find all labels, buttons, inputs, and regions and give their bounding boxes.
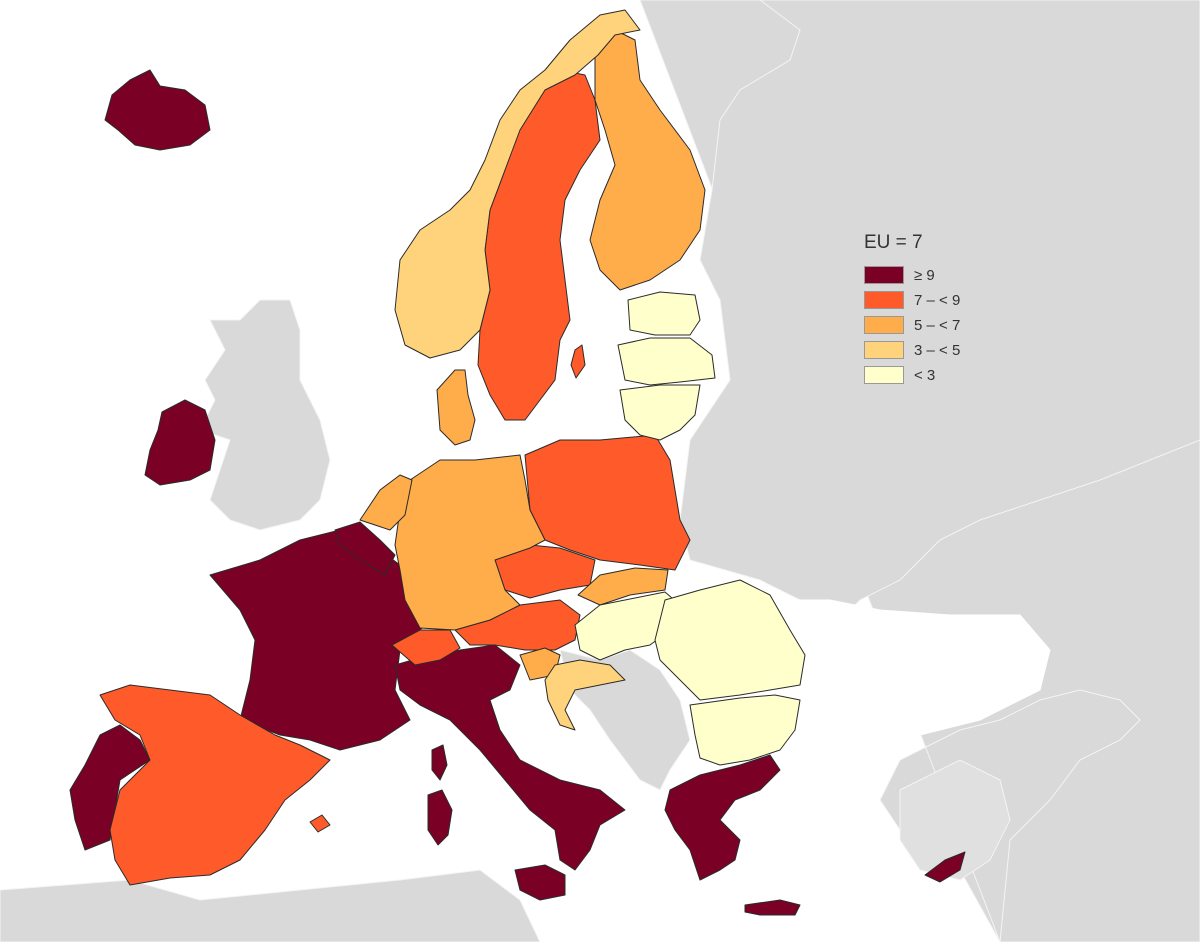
country-gotland[interactable] (570, 344, 586, 379)
country-netherlands[interactable] (359, 474, 413, 531)
country-slovakia[interactable] (577, 567, 669, 606)
country-belgium-luxembourg[interactable] (334, 521, 396, 576)
legend-item: ≥ 9 (864, 264, 1024, 286)
country-poland[interactable] (524, 434, 691, 571)
country-norway[interactable] (394, 9, 641, 359)
legend-item: 7 – < 9 (864, 289, 1024, 311)
country-bulgaria[interactable] (689, 694, 801, 766)
legend-label: 3 – < 5 (914, 341, 961, 359)
country-germany[interactable] (394, 454, 546, 631)
country-denmark[interactable] (436, 369, 476, 446)
country-switzerland[interactable] (391, 629, 461, 666)
country-estonia[interactable] (627, 291, 701, 336)
country-latvia[interactable] (617, 337, 716, 386)
legend-item: 3 – < 5 (864, 339, 1024, 361)
country-balearic[interactable] (309, 814, 331, 833)
country-italy[interactable] (394, 644, 626, 871)
legend-label: 5 – < 7 (914, 316, 961, 334)
legend-label: ≥ 9 (914, 266, 935, 284)
country-cyprus[interactable] (924, 851, 966, 883)
legend-swatch (864, 366, 904, 384)
country-romania[interactable] (654, 579, 806, 701)
country-greece[interactable] (664, 754, 781, 881)
country-iceland[interactable] (104, 69, 211, 151)
legend: EU = 7 ≥ 9 7 – < 9 5 – < 7 3 – < 5 < 3 (864, 232, 1024, 389)
country-corsica[interactable] (431, 744, 448, 781)
legend-item: 5 – < 7 (864, 314, 1024, 336)
country-lithuania[interactable] (619, 384, 701, 441)
country-sicily[interactable] (514, 864, 566, 901)
country-sardinia[interactable] (427, 789, 453, 846)
legend-swatch (864, 291, 904, 309)
legend-swatch (864, 266, 904, 284)
country-finland[interactable] (589, 29, 706, 291)
country-crete[interactable] (744, 899, 801, 916)
legend-item: < 3 (864, 364, 1024, 386)
country-spain[interactable] (99, 684, 331, 886)
country-croatia[interactable] (544, 659, 626, 731)
countries (69, 9, 966, 916)
country-ireland[interactable] (144, 399, 216, 486)
legend-swatch (864, 341, 904, 359)
legend-label: < 3 (914, 366, 936, 384)
legend-swatch (864, 316, 904, 334)
legend-label: 7 – < 9 (914, 291, 961, 309)
legend-title: EU = 7 (864, 232, 923, 253)
